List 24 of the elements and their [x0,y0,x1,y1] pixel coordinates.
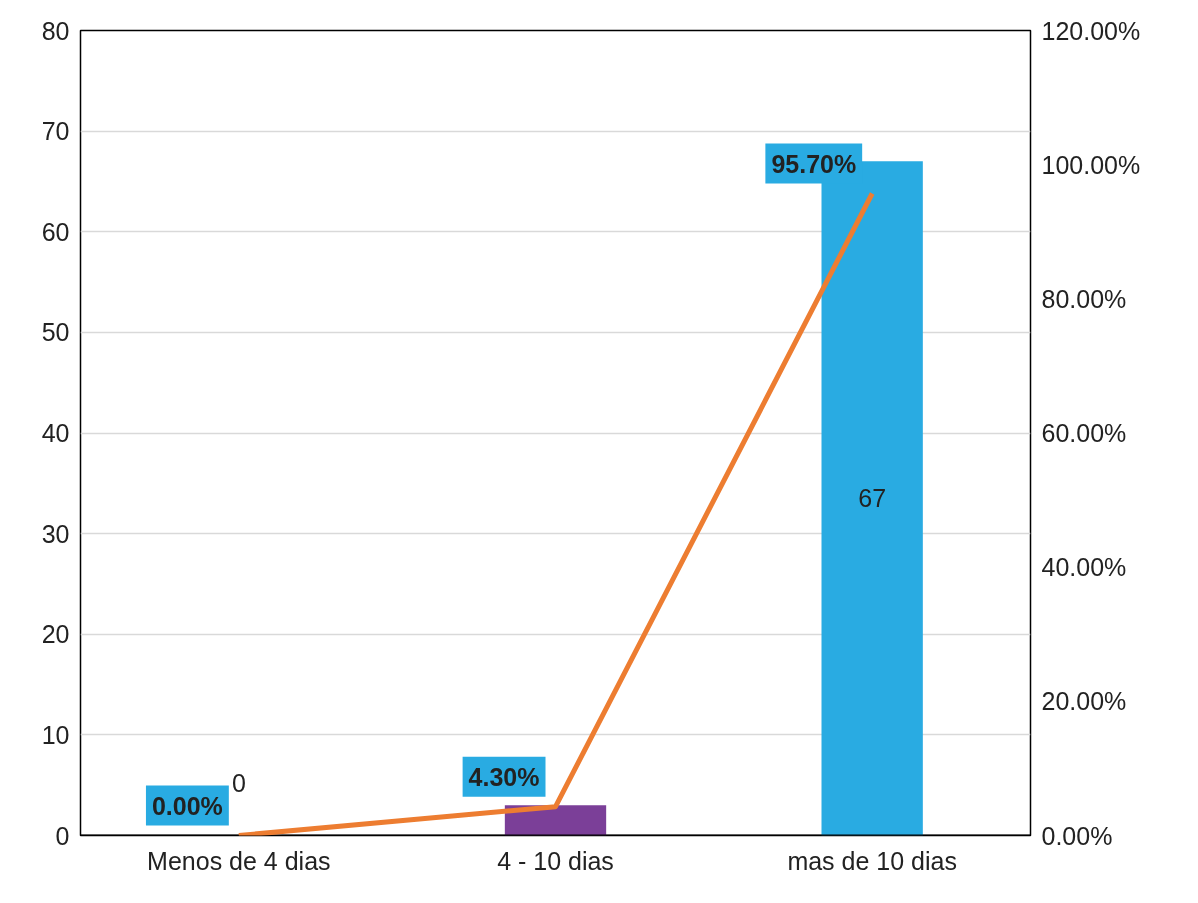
x-tick-label: mas de 10 dias [787,846,957,875]
y-tick-label: 40 [41,419,70,447]
y2-tick-label: 40.00% [1041,553,1127,582]
y2-tick-label: 0.00% [1041,821,1113,850]
y-tick-label: 30 [41,519,70,548]
y-tick-label: 10 [41,720,70,749]
y-tick-label: 80 [41,16,70,45]
y-tick-label: 50 [41,318,70,347]
x-tick-label: Menos de 4 dias [147,846,331,875]
y2-tick-label: 80.00% [1041,284,1127,313]
data-label: 0.00% [151,791,223,820]
data-label: 95.70% [771,149,857,178]
y-tick-label: 60 [41,217,70,246]
y-tick-label: 0 [55,821,70,850]
y-tick-label: 70 [41,117,70,146]
y2-tick-label: 60.00% [1041,419,1127,447]
x-tick-label: 4 - 10 dias [497,846,614,875]
data-label: 67 [858,484,887,513]
y2-tick-label: 100.00% [1041,150,1141,179]
y2-tick-label: 120.00% [1041,16,1141,45]
data-label: 0 [231,768,246,797]
y2-tick-label: 20.00% [1041,687,1127,716]
data-label: 4.30% [468,762,540,791]
y-tick-label: 20 [41,620,70,649]
